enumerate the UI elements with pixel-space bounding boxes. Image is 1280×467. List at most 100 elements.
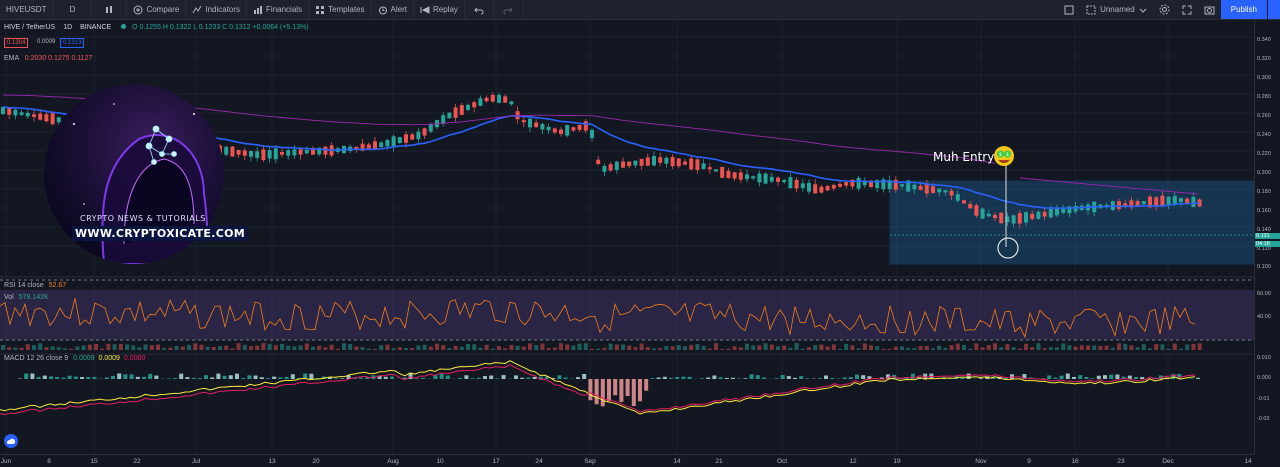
rsi-legend[interactable]: RSI 14 close 52.67 xyxy=(4,282,66,289)
volume-legend[interactable]: Vol 578.142K xyxy=(4,294,49,301)
candle-body xyxy=(831,185,836,189)
macd-histogram-bar xyxy=(1121,376,1126,379)
macd-histogram-bar xyxy=(700,378,704,379)
symbol-search[interactable]: HIVEUSDT xyxy=(0,0,54,19)
macd-histogram-bar xyxy=(786,376,791,379)
candle-body xyxy=(466,104,470,110)
volume-bar xyxy=(800,348,805,350)
macd-histogram-bar xyxy=(408,373,413,379)
volume-bar xyxy=(559,343,563,350)
layout-checkbox[interactable] xyxy=(1058,0,1080,19)
price-axis[interactable]: 0.340 0.320 0.300 0.280 0.260 0.240 0.220 0.200… xyxy=(1254,20,1280,454)
candle-body xyxy=(286,150,291,156)
macd-histogram-bar xyxy=(755,375,760,379)
volume-bar xyxy=(1191,343,1196,350)
candle-body xyxy=(974,205,979,216)
price-tick: 0.260 xyxy=(1257,113,1271,119)
macd-histogram-bar xyxy=(607,379,611,402)
volume-bar xyxy=(19,347,24,350)
redo-icon xyxy=(503,7,513,14)
volume-bar xyxy=(726,348,731,350)
macd-histogram-bar xyxy=(1103,375,1107,379)
candle-body xyxy=(528,118,532,128)
candle-body xyxy=(38,113,43,120)
macd-histogram-bar xyxy=(867,376,872,379)
replay-button[interactable]: Replay xyxy=(414,0,465,19)
macd-histogram-bar xyxy=(154,375,159,379)
macd-histogram-bar xyxy=(185,377,190,379)
macd-histogram-bar xyxy=(476,377,481,379)
macd-histogram-value: 0.0009 xyxy=(73,355,95,362)
snapshot-button[interactable] xyxy=(1198,0,1221,19)
volume-bar xyxy=(1104,345,1109,350)
candle-body xyxy=(769,176,774,182)
macd-histogram-bar xyxy=(613,379,618,396)
volume-bar xyxy=(329,344,334,350)
volume-bar xyxy=(738,347,743,350)
macd-histogram-bar xyxy=(582,373,587,379)
indicators-button[interactable]: Indicators xyxy=(186,0,248,19)
undo-button[interactable] xyxy=(465,0,494,19)
volume-bar xyxy=(652,348,656,350)
layout-name[interactable]: Unnamed xyxy=(1080,0,1153,19)
macd-histogram-bar xyxy=(278,377,283,379)
volume-bar xyxy=(862,343,867,350)
macd-histogram-bar xyxy=(1059,375,1064,379)
macd-histogram-bar xyxy=(954,375,959,379)
candle-body xyxy=(490,94,495,102)
ema-legend[interactable]: EMA 0.2030 0.1275 0.1127 xyxy=(4,55,92,62)
rsi-label: RSI 14 close xyxy=(4,282,44,289)
macd-histogram-bar xyxy=(253,375,258,379)
interval-select[interactable]: D xyxy=(53,0,93,19)
candle-body xyxy=(391,136,396,147)
alert-button[interactable]: Alert xyxy=(372,0,414,19)
volume-bar xyxy=(521,346,526,350)
candle-body xyxy=(472,102,477,108)
macd-signal-value: 0.0000 xyxy=(123,355,146,362)
publish-button[interactable]: Publish xyxy=(1220,0,1267,19)
candle-body xyxy=(714,169,718,172)
volume-bar xyxy=(776,346,780,350)
volume-bar xyxy=(50,346,55,350)
candle-body xyxy=(317,147,322,155)
candle-body xyxy=(478,98,483,106)
candle-body xyxy=(887,180,892,189)
rsi-tick: 40.00 xyxy=(1257,314,1271,320)
financials-button[interactable]: Financials xyxy=(247,0,310,19)
fullscreen-button[interactable] xyxy=(1176,0,1198,19)
volume-bar xyxy=(1179,348,1183,350)
macd-histogram-bar xyxy=(1072,376,1076,379)
templates-button[interactable]: Templates xyxy=(309,0,372,19)
bid-price-tag[interactable]: 0.1304 xyxy=(4,38,29,48)
macd-histogram-bar xyxy=(879,377,884,379)
candle-body xyxy=(552,128,557,133)
macd-histogram-bar xyxy=(359,377,363,379)
macd-histogram-bar xyxy=(458,377,463,379)
candle-body xyxy=(379,142,384,147)
compare-button[interactable]: Compare xyxy=(127,0,187,19)
macd-histogram-bar xyxy=(520,377,525,379)
tradingview-logo-button[interactable] xyxy=(4,434,18,448)
profile-button[interactable] xyxy=(1267,0,1280,19)
rsi-tick: 60.00 xyxy=(1257,291,1271,297)
volume-bar xyxy=(168,347,173,350)
redo-button[interactable] xyxy=(494,0,523,19)
ask-price-tag[interactable]: 0.1313 xyxy=(60,38,85,48)
macd-histogram-bar xyxy=(960,377,965,379)
macd-histogram-bar xyxy=(1084,376,1089,379)
candle-style-button[interactable] xyxy=(92,0,128,19)
macd-legend[interactable]: MACD 12 26 close 9 0.0009 0.0009 0.0000 xyxy=(4,355,145,362)
volume-bar xyxy=(676,345,681,350)
current-price-tag: 04:18 xyxy=(1255,241,1280,247)
volume-bar xyxy=(373,348,377,350)
volume-bar xyxy=(404,348,408,350)
settings-button[interactable] xyxy=(1153,0,1176,19)
volume-bar xyxy=(869,345,873,350)
volume-bar xyxy=(1117,343,1121,350)
time-axis[interactable]: Jun 8 15 22 Jul 13 20 Aug 10 17 24 Sep 14 21 Oct 12 19 No… xyxy=(0,454,1255,467)
volume-bar xyxy=(478,347,483,350)
macd-histogram-bar xyxy=(551,377,556,379)
candle-body xyxy=(571,127,576,131)
volume-bar xyxy=(1154,344,1159,350)
volume-bar xyxy=(887,348,892,350)
